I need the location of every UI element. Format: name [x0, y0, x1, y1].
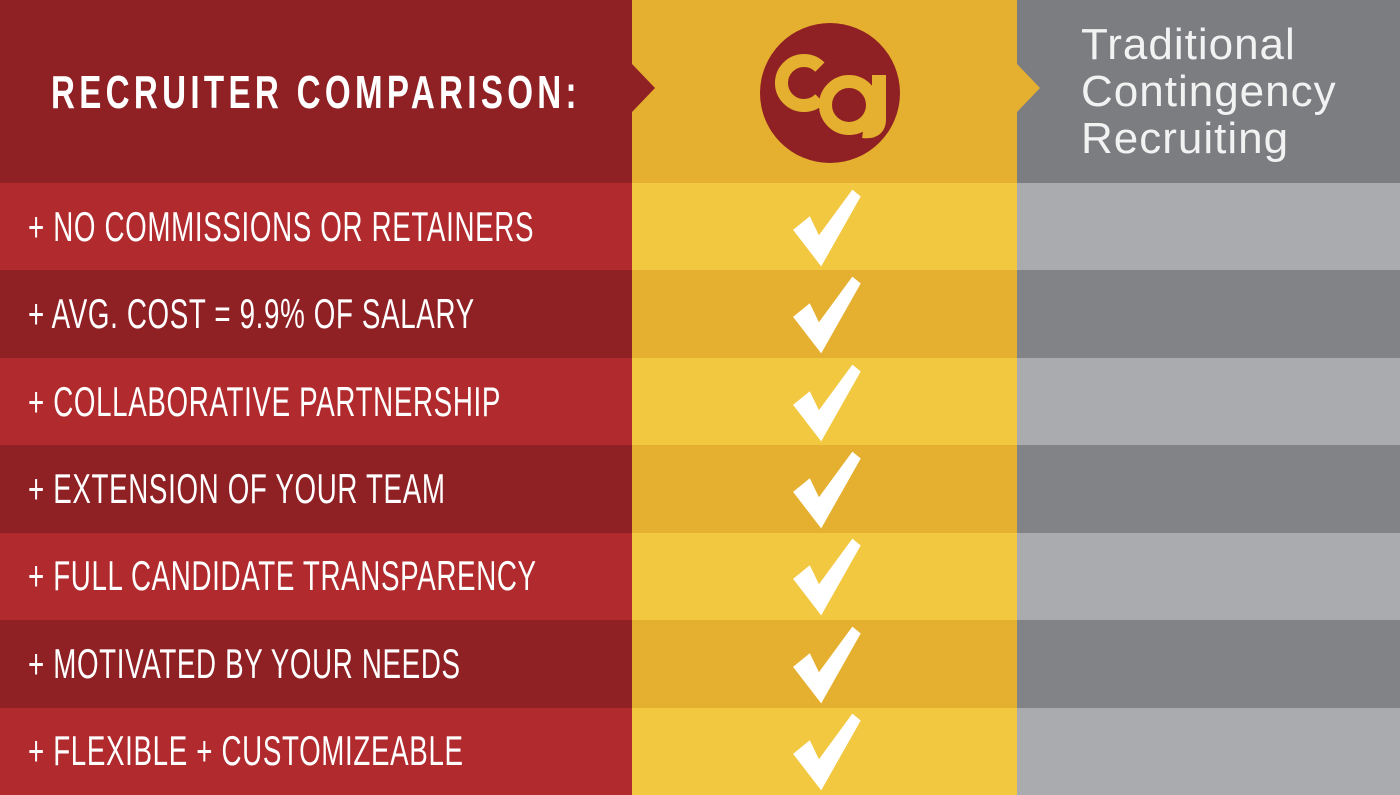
- check-icon: [792, 539, 861, 616]
- table-row: + EXTENSION OF YOUR TEAM: [0, 445, 1400, 533]
- feature-cell: + EXTENSION OF YOUR TEAM: [0, 445, 632, 533]
- feature-label: + AVG. COST = 9.9% OF SALARY: [28, 290, 475, 338]
- feature-label: + NO COMMISSIONS OR RETAINERS: [28, 202, 535, 250]
- header-traditional-column-cell: Traditional Contingency Recruiting: [1017, 0, 1400, 183]
- header-title-cell: RECRUITER COMPARISON:: [0, 0, 632, 183]
- traditional-value-cell: [1017, 532, 1400, 621]
- feature-cell: + MOTIVATED BY YOUR NEEDS: [0, 620, 632, 708]
- column-title-traditional: Traditional Contingency Recruiting: [1017, 21, 1337, 162]
- comparison-rows: + NO COMMISSIONS OR RETAINERS + AVG. COS…: [0, 183, 1400, 795]
- table-row: + COLLABORATIVE PARTNERSHIP: [0, 357, 1400, 446]
- check-icon: [792, 451, 861, 529]
- header-band: RECRUITER COMPARISON: Traditional Contin…: [0, 0, 1400, 183]
- ca-value-cell: [632, 707, 1017, 795]
- feature-label: + FULL CANDIDATE TRANSPARENCY: [28, 552, 537, 600]
- traditional-value-cell: [1017, 707, 1400, 795]
- table-row: + FLEXIBLE + CUSTOMIZEABLE: [0, 707, 1400, 795]
- feature-label: + MOTIVATED BY YOUR NEEDS: [28, 639, 461, 687]
- ca-value-cell: [632, 620, 1017, 708]
- check-icon: [792, 364, 861, 441]
- feature-cell: + FLEXIBLE + CUSTOMIZEABLE: [0, 707, 632, 795]
- table-row: + NO COMMISSIONS OR RETAINERS: [0, 183, 1400, 271]
- chevron-right-icon: [1017, 64, 1040, 112]
- ca-value-cell: [632, 183, 1017, 271]
- check-icon: [792, 189, 861, 267]
- check-icon: [792, 626, 861, 704]
- traditional-value-cell: [1017, 445, 1400, 533]
- traditional-value-cell: [1017, 620, 1400, 708]
- traditional-title-line: Contingency: [1081, 67, 1337, 116]
- table-row: + AVG. COST = 9.9% OF SALARY: [0, 270, 1400, 358]
- feature-cell: + COLLABORATIVE PARTNERSHIP: [0, 357, 632, 446]
- page-title: RECRUITER COMPARISON:: [51, 65, 581, 118]
- ca-value-cell: [632, 445, 1017, 533]
- traditional-value-cell: [1017, 270, 1400, 358]
- feature-label: + FLEXIBLE + CUSTOMIZEABLE: [28, 727, 464, 775]
- check-icon: [792, 276, 861, 354]
- chevron-right-icon: [632, 64, 655, 112]
- feature-label: + EXTENSION OF YOUR TEAM: [28, 464, 446, 512]
- table-row: + MOTIVATED BY YOUR NEEDS: [0, 620, 1400, 708]
- feature-cell: + AVG. COST = 9.9% OF SALARY: [0, 270, 632, 358]
- traditional-title-line: Traditional: [1081, 20, 1296, 69]
- ca-value-cell: [632, 357, 1017, 446]
- table-row: + FULL CANDIDATE TRANSPARENCY: [0, 532, 1400, 621]
- check-icon: [792, 713, 861, 791]
- traditional-value-cell: [1017, 183, 1400, 271]
- traditional-value-cell: [1017, 357, 1400, 446]
- feature-label: + COLLABORATIVE PARTNERSHIP: [28, 377, 502, 425]
- ca-value-cell: [632, 270, 1017, 358]
- ca-logo-icon: [759, 23, 900, 163]
- traditional-title-line: Recruiting: [1081, 114, 1290, 163]
- feature-cell: + NO COMMISSIONS OR RETAINERS: [0, 183, 632, 271]
- header-ca-column-cell: [632, 0, 1017, 183]
- feature-cell: + FULL CANDIDATE TRANSPARENCY: [0, 532, 632, 621]
- ca-value-cell: [632, 532, 1017, 621]
